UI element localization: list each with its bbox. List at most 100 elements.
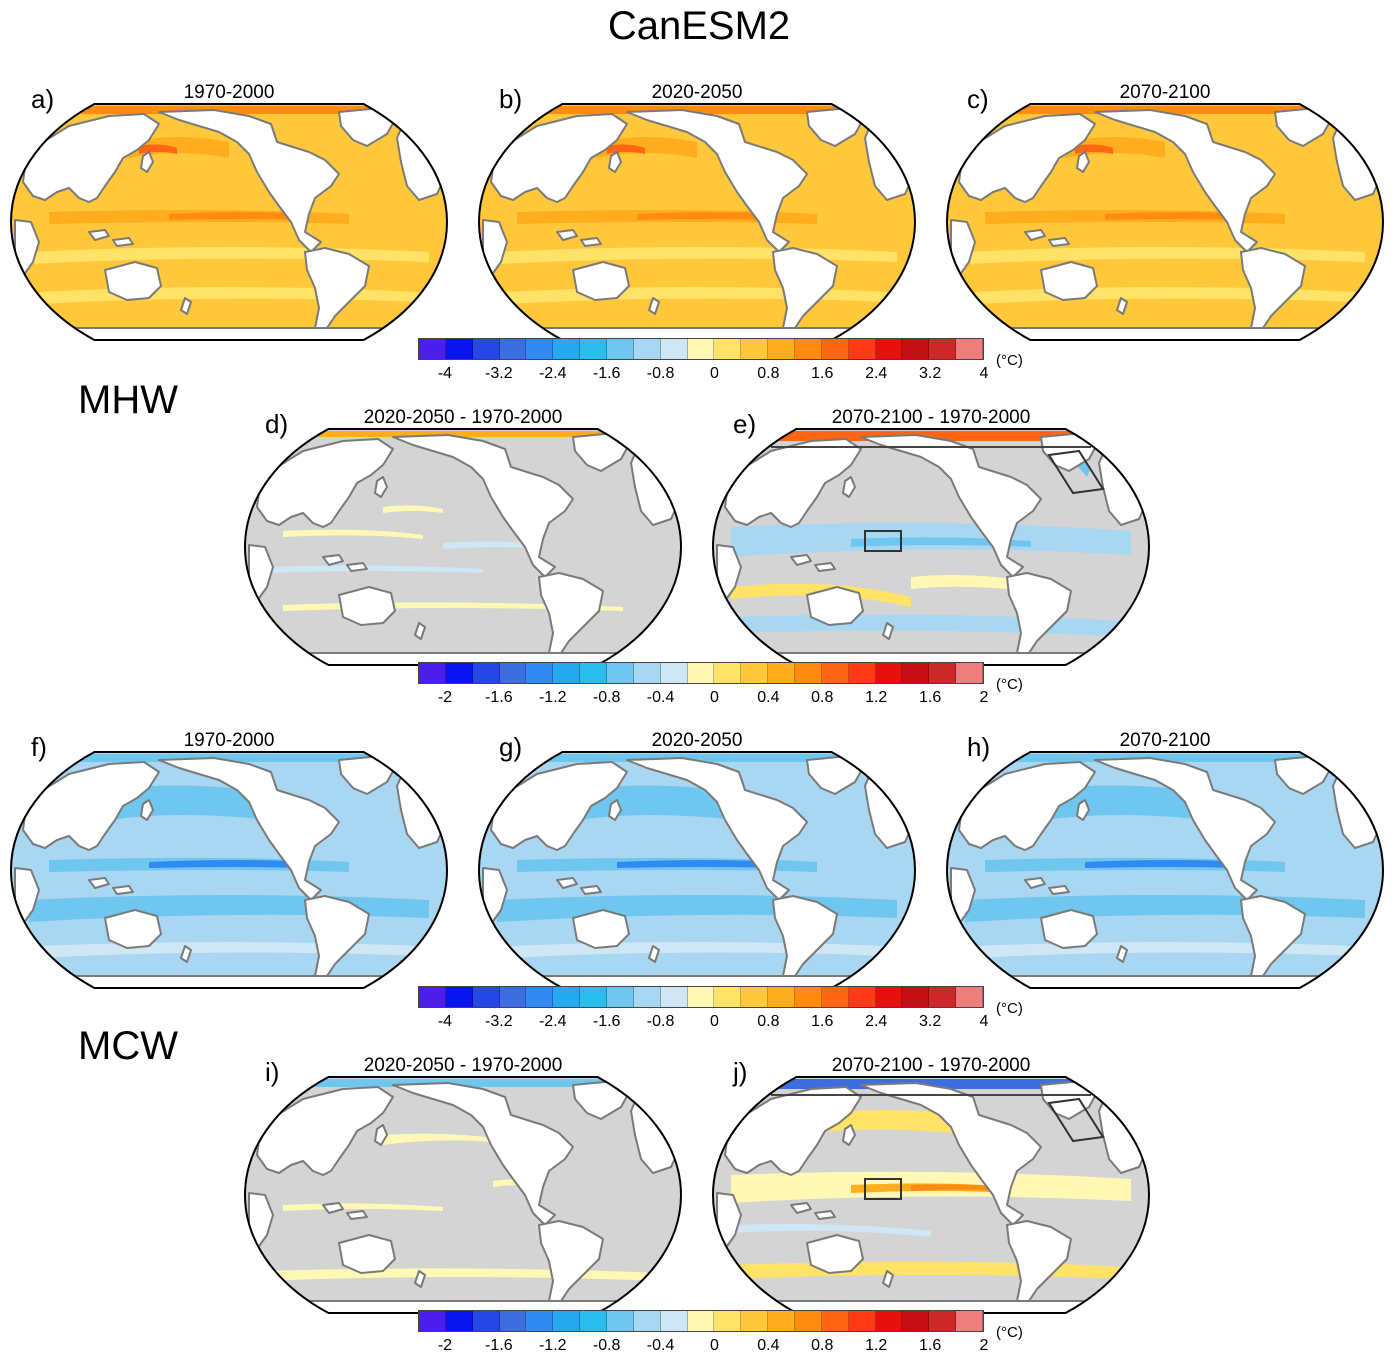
- colorbar-swatch: [472, 663, 500, 683]
- anomaly-band: [1105, 212, 1245, 220]
- panel-letter: j): [733, 1057, 748, 1087]
- panel-letter: b): [499, 84, 523, 114]
- land-mass: [724, 1086, 862, 1176]
- region-box-north-atlantic: [1047, 1097, 1105, 1143]
- world-map: [10, 751, 448, 989]
- panel-title: 2070-2100: [1119, 82, 1211, 103]
- colorbar-unit: (°C): [996, 676, 1023, 693]
- colorbar-swatch: [821, 339, 849, 359]
- region-box-tropical-pacific: [864, 1178, 902, 1200]
- anomaly-band: [283, 529, 423, 539]
- anomaly-band: [597, 137, 697, 158]
- colorbar-swatch: [633, 1311, 661, 1331]
- land-mass: [1040, 909, 1098, 949]
- land-mass: [1024, 877, 1046, 889]
- land-mass: [572, 909, 630, 949]
- colorbar-swatch: [741, 1311, 769, 1331]
- land-mass: [304, 895, 370, 983]
- colorbar-swatch: [472, 987, 500, 1007]
- land-mass: [814, 562, 836, 572]
- panel-letter: a): [31, 84, 55, 114]
- colorbar-tick-label: -1.6: [592, 365, 621, 382]
- colorbar-swatch: [848, 1311, 876, 1331]
- colorbar-swatch: [553, 339, 581, 359]
- colorbar-swatch: [875, 339, 903, 359]
- colorbar-swatch: [902, 663, 930, 683]
- land-mass: [556, 229, 578, 241]
- section-label-mcw: MCW: [78, 1024, 178, 1068]
- colorbar-tick-label: 2.4: [865, 1013, 888, 1030]
- colorbar-swatch: [687, 663, 715, 683]
- colorbar-swatch: [553, 987, 581, 1007]
- land-mass: [374, 1124, 388, 1146]
- map-panel-e: e) 2070-2100 - 1970-2000: [711, 407, 1151, 667]
- colorbar-tick-label: 0.8: [757, 1013, 780, 1030]
- section-label-mhw: MHW: [78, 378, 178, 422]
- colorbar-swatch: [445, 1311, 473, 1331]
- colorbar-tick-label: -4: [437, 365, 453, 382]
- colorbar-swatch: [795, 663, 822, 683]
- colorbar-mcw-difference: -2 -1.6 -1.2 -0.8 -0.4 0 0.4 0.8 1.2 1.6 2 (°C): [418, 1310, 1038, 1356]
- anomaly-band: [1085, 860, 1245, 868]
- colorbar-unit: (°C): [996, 1324, 1023, 1341]
- colorbar-swatch: [499, 1311, 527, 1331]
- land-mass: [1116, 297, 1128, 315]
- land-mass: [112, 885, 134, 895]
- colorbar-tick-label: 2: [979, 1337, 989, 1354]
- colorbar-swatch: [660, 987, 688, 1007]
- land-mass: [22, 761, 160, 851]
- anomaly-band: [383, 1133, 503, 1145]
- land-mass: [1076, 151, 1090, 173]
- colorbar-tick-label: 1.6: [918, 1337, 942, 1354]
- colorbar-swatch: [607, 987, 634, 1007]
- land-mass: [374, 476, 388, 498]
- colorbar-tick-label: 4: [979, 1013, 989, 1030]
- land-mass: [322, 554, 344, 566]
- panel-title: 2020-2050 - 1970-2000: [363, 1055, 563, 1076]
- colorbar-tick-label: -0.8: [646, 365, 675, 382]
- land-mass: [790, 554, 812, 566]
- anomaly-band: [169, 212, 309, 220]
- anomaly-band: [1005, 754, 1325, 762]
- map-frame: [10, 751, 448, 989]
- land-mass: [882, 622, 894, 640]
- land-mass: [580, 237, 602, 247]
- map-panel-i: i) 2020-2050 - 1970-2000: [243, 1055, 683, 1315]
- map-panel-b: b) 2020-2050: [477, 82, 917, 342]
- world-map: [946, 103, 1384, 341]
- land-mass: [626, 757, 808, 901]
- colorbar-swatch: [875, 1311, 903, 1331]
- colorbar-tick-label: -0.8: [646, 1013, 675, 1030]
- colorbar-swatch: [929, 987, 957, 1007]
- panel-title: 1970-2000: [183, 82, 275, 103]
- land-mass: [1240, 895, 1306, 983]
- land-mass: [1040, 261, 1098, 301]
- colorbar-swatch: [741, 663, 769, 683]
- colorbar-swatch: [607, 1311, 634, 1331]
- colorbar-unit: (°C): [996, 1000, 1023, 1017]
- colorbar-swatch: [875, 987, 903, 1007]
- colorbar-tick-label: -3.2: [485, 365, 513, 382]
- land-mass: [322, 1202, 344, 1214]
- colorbar-unit: (°C): [996, 352, 1023, 369]
- land-mass: [338, 586, 396, 626]
- colorbar-swatch: [472, 1311, 500, 1331]
- land-mass: [88, 877, 110, 889]
- colorbar-swatch: [445, 987, 473, 1007]
- colorbar-tick-label: -0.4: [646, 1337, 675, 1354]
- colorbar-swatch: [633, 339, 661, 359]
- map-frame: [712, 428, 1150, 666]
- colorbar-swatches: [418, 986, 984, 1008]
- colorbar-tick-label: 1.2: [865, 1337, 888, 1354]
- colorbar-mhw-difference: -2 -1.6 -1.2 -0.8 -0.4 0 0.4 0.8 1.2 1.6 2 (°C): [418, 662, 1038, 708]
- land-mass: [772, 247, 838, 335]
- world-map: [712, 1076, 1150, 1314]
- anomaly-band: [69, 106, 389, 114]
- land-mass: [180, 945, 192, 963]
- colorbar-swatch: [580, 1311, 608, 1331]
- colorbar-swatches: [418, 662, 984, 684]
- colorbar-swatch: [821, 987, 849, 1007]
- map-panel-c: c) 2070-2100: [945, 82, 1385, 342]
- colorbar-swatch: [795, 339, 822, 359]
- colorbar-swatch: [714, 987, 742, 1007]
